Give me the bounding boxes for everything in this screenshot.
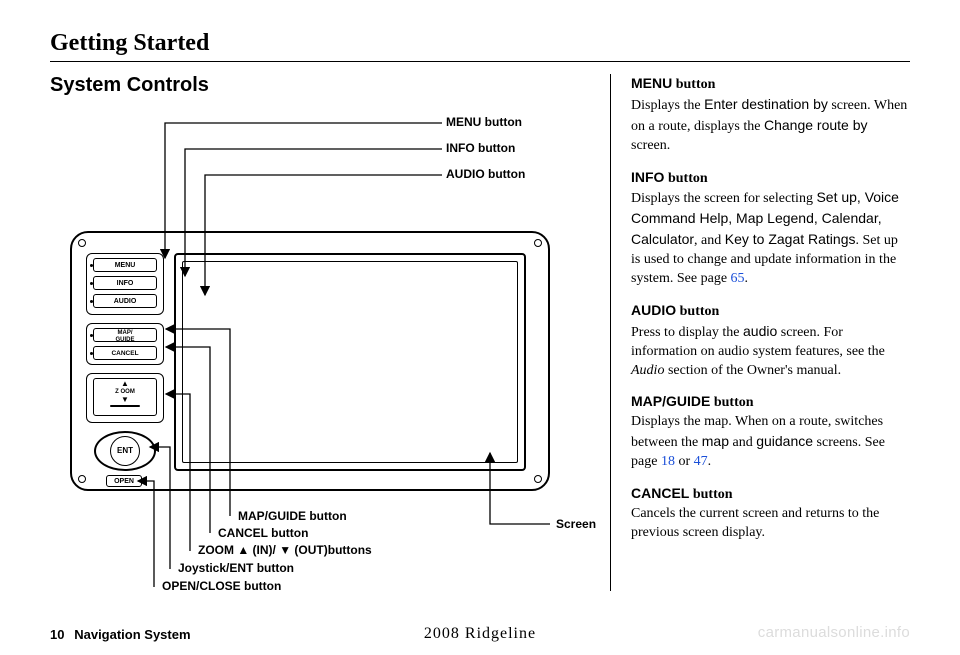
callout-joy: Joystick/ENT button bbox=[178, 561, 294, 575]
footer: 10 Navigation System 2008 Ridgeline bbox=[50, 627, 910, 643]
callout-cancel: CANCEL button bbox=[218, 526, 308, 540]
ent-button[interactable]: ENT bbox=[110, 436, 140, 466]
callout-zoom: ZOOM ▲ (IN)/ ▼ (OUT)buttons bbox=[198, 543, 372, 557]
page-number: 10 bbox=[50, 627, 64, 642]
t: Press to display the bbox=[631, 325, 743, 340]
page-link[interactable]: 65 bbox=[731, 271, 745, 286]
t: . bbox=[708, 454, 712, 469]
description-column: MENU button Displays the Enter destinati… bbox=[610, 74, 910, 591]
screw-icon bbox=[534, 239, 542, 247]
desc-cancel: CANCEL button Cancels the current screen… bbox=[631, 484, 910, 543]
zoom-button[interactable]: ▲ Z OOM ▼ bbox=[93, 378, 157, 416]
desc-menu-title: MENU bbox=[631, 75, 672, 91]
screw-icon bbox=[534, 475, 542, 483]
desc-menu: MENU button Displays the Enter destinati… bbox=[631, 74, 910, 156]
desc-audio: AUDIO button Press to display the audio … bbox=[631, 301, 910, 381]
desc-suffix: button bbox=[710, 395, 753, 410]
cancel-button[interactable]: CANCEL bbox=[93, 346, 157, 360]
t: section of the Owner's manual. bbox=[664, 363, 841, 378]
desc-suffix: button bbox=[672, 77, 715, 92]
desc-info: INFO button Displays the screen for sele… bbox=[631, 168, 910, 289]
t: or bbox=[675, 454, 694, 469]
t: Cancels the current screen and returns t… bbox=[631, 506, 879, 540]
desc-suffix: button bbox=[664, 171, 707, 186]
desc-suffix: button bbox=[676, 304, 719, 319]
desc-audio-title: AUDIO bbox=[631, 302, 676, 318]
menu-button[interactable]: MENU bbox=[93, 258, 157, 272]
t: Change route by bbox=[764, 117, 868, 133]
t: Displays the screen for selecting bbox=[631, 191, 816, 206]
device-screen bbox=[174, 253, 526, 471]
t: guidance bbox=[756, 433, 813, 449]
button-group-3: ▲ Z OOM ▼ bbox=[86, 373, 164, 423]
button-group-2: MAP/GUIDE CANCEL bbox=[86, 323, 164, 365]
t: , and bbox=[694, 233, 725, 248]
callout-menu: MENU button bbox=[446, 115, 522, 129]
slot-icon bbox=[110, 405, 140, 407]
section-title: System Controls bbox=[50, 74, 590, 97]
callout-open: OPEN/CLOSE button bbox=[162, 579, 281, 593]
footer-nav: Navigation System bbox=[74, 627, 190, 642]
desc-info-title: INFO bbox=[631, 169, 664, 185]
triangle-down-icon: ▼ bbox=[94, 396, 156, 404]
screw-icon bbox=[78, 475, 86, 483]
audio-button[interactable]: AUDIO bbox=[93, 294, 157, 308]
t: Key to Zagat Ratings bbox=[725, 231, 856, 247]
t: map bbox=[702, 433, 729, 449]
system-diagram: MENU INFO AUDIO MAP/GUIDE CANCEL bbox=[50, 111, 570, 591]
open-button[interactable]: OPEN bbox=[106, 475, 142, 487]
desc-map-title: MAP/GUIDE bbox=[631, 393, 710, 409]
triangle-up-icon: ▲ bbox=[94, 380, 156, 388]
t: Audio bbox=[631, 363, 664, 378]
chapter-title: Getting Started bbox=[50, 30, 910, 57]
t: Displays the bbox=[631, 98, 704, 113]
t: Enter destination by bbox=[704, 96, 828, 112]
page-link[interactable]: 18 bbox=[661, 454, 675, 469]
callout-map: MAP/GUIDE button bbox=[238, 509, 347, 523]
page-link[interactable]: 47 bbox=[694, 454, 708, 469]
desc-cancel-title: CANCEL bbox=[631, 485, 689, 501]
t: screen. bbox=[631, 138, 670, 153]
nav-device: MENU INFO AUDIO MAP/GUIDE CANCEL bbox=[70, 231, 550, 491]
desc-suffix: button bbox=[689, 487, 732, 502]
map-guide-button[interactable]: MAP/GUIDE bbox=[93, 328, 157, 342]
screw-icon bbox=[78, 239, 86, 247]
info-button[interactable]: INFO bbox=[93, 276, 157, 290]
divider bbox=[50, 61, 910, 62]
callout-audio: AUDIO button bbox=[446, 167, 525, 181]
joystick[interactable]: ENT bbox=[94, 431, 156, 471]
callout-screen: Screen bbox=[556, 517, 596, 531]
t: and bbox=[729, 435, 756, 450]
t: audio bbox=[743, 323, 777, 339]
desc-map: MAP/GUIDE button Displays the map. When … bbox=[631, 392, 910, 472]
footer-model: 2008 Ridgeline bbox=[424, 625, 536, 643]
callout-info: INFO button bbox=[446, 141, 515, 155]
button-group-1: MENU INFO AUDIO bbox=[86, 253, 164, 315]
t: . bbox=[745, 271, 749, 286]
